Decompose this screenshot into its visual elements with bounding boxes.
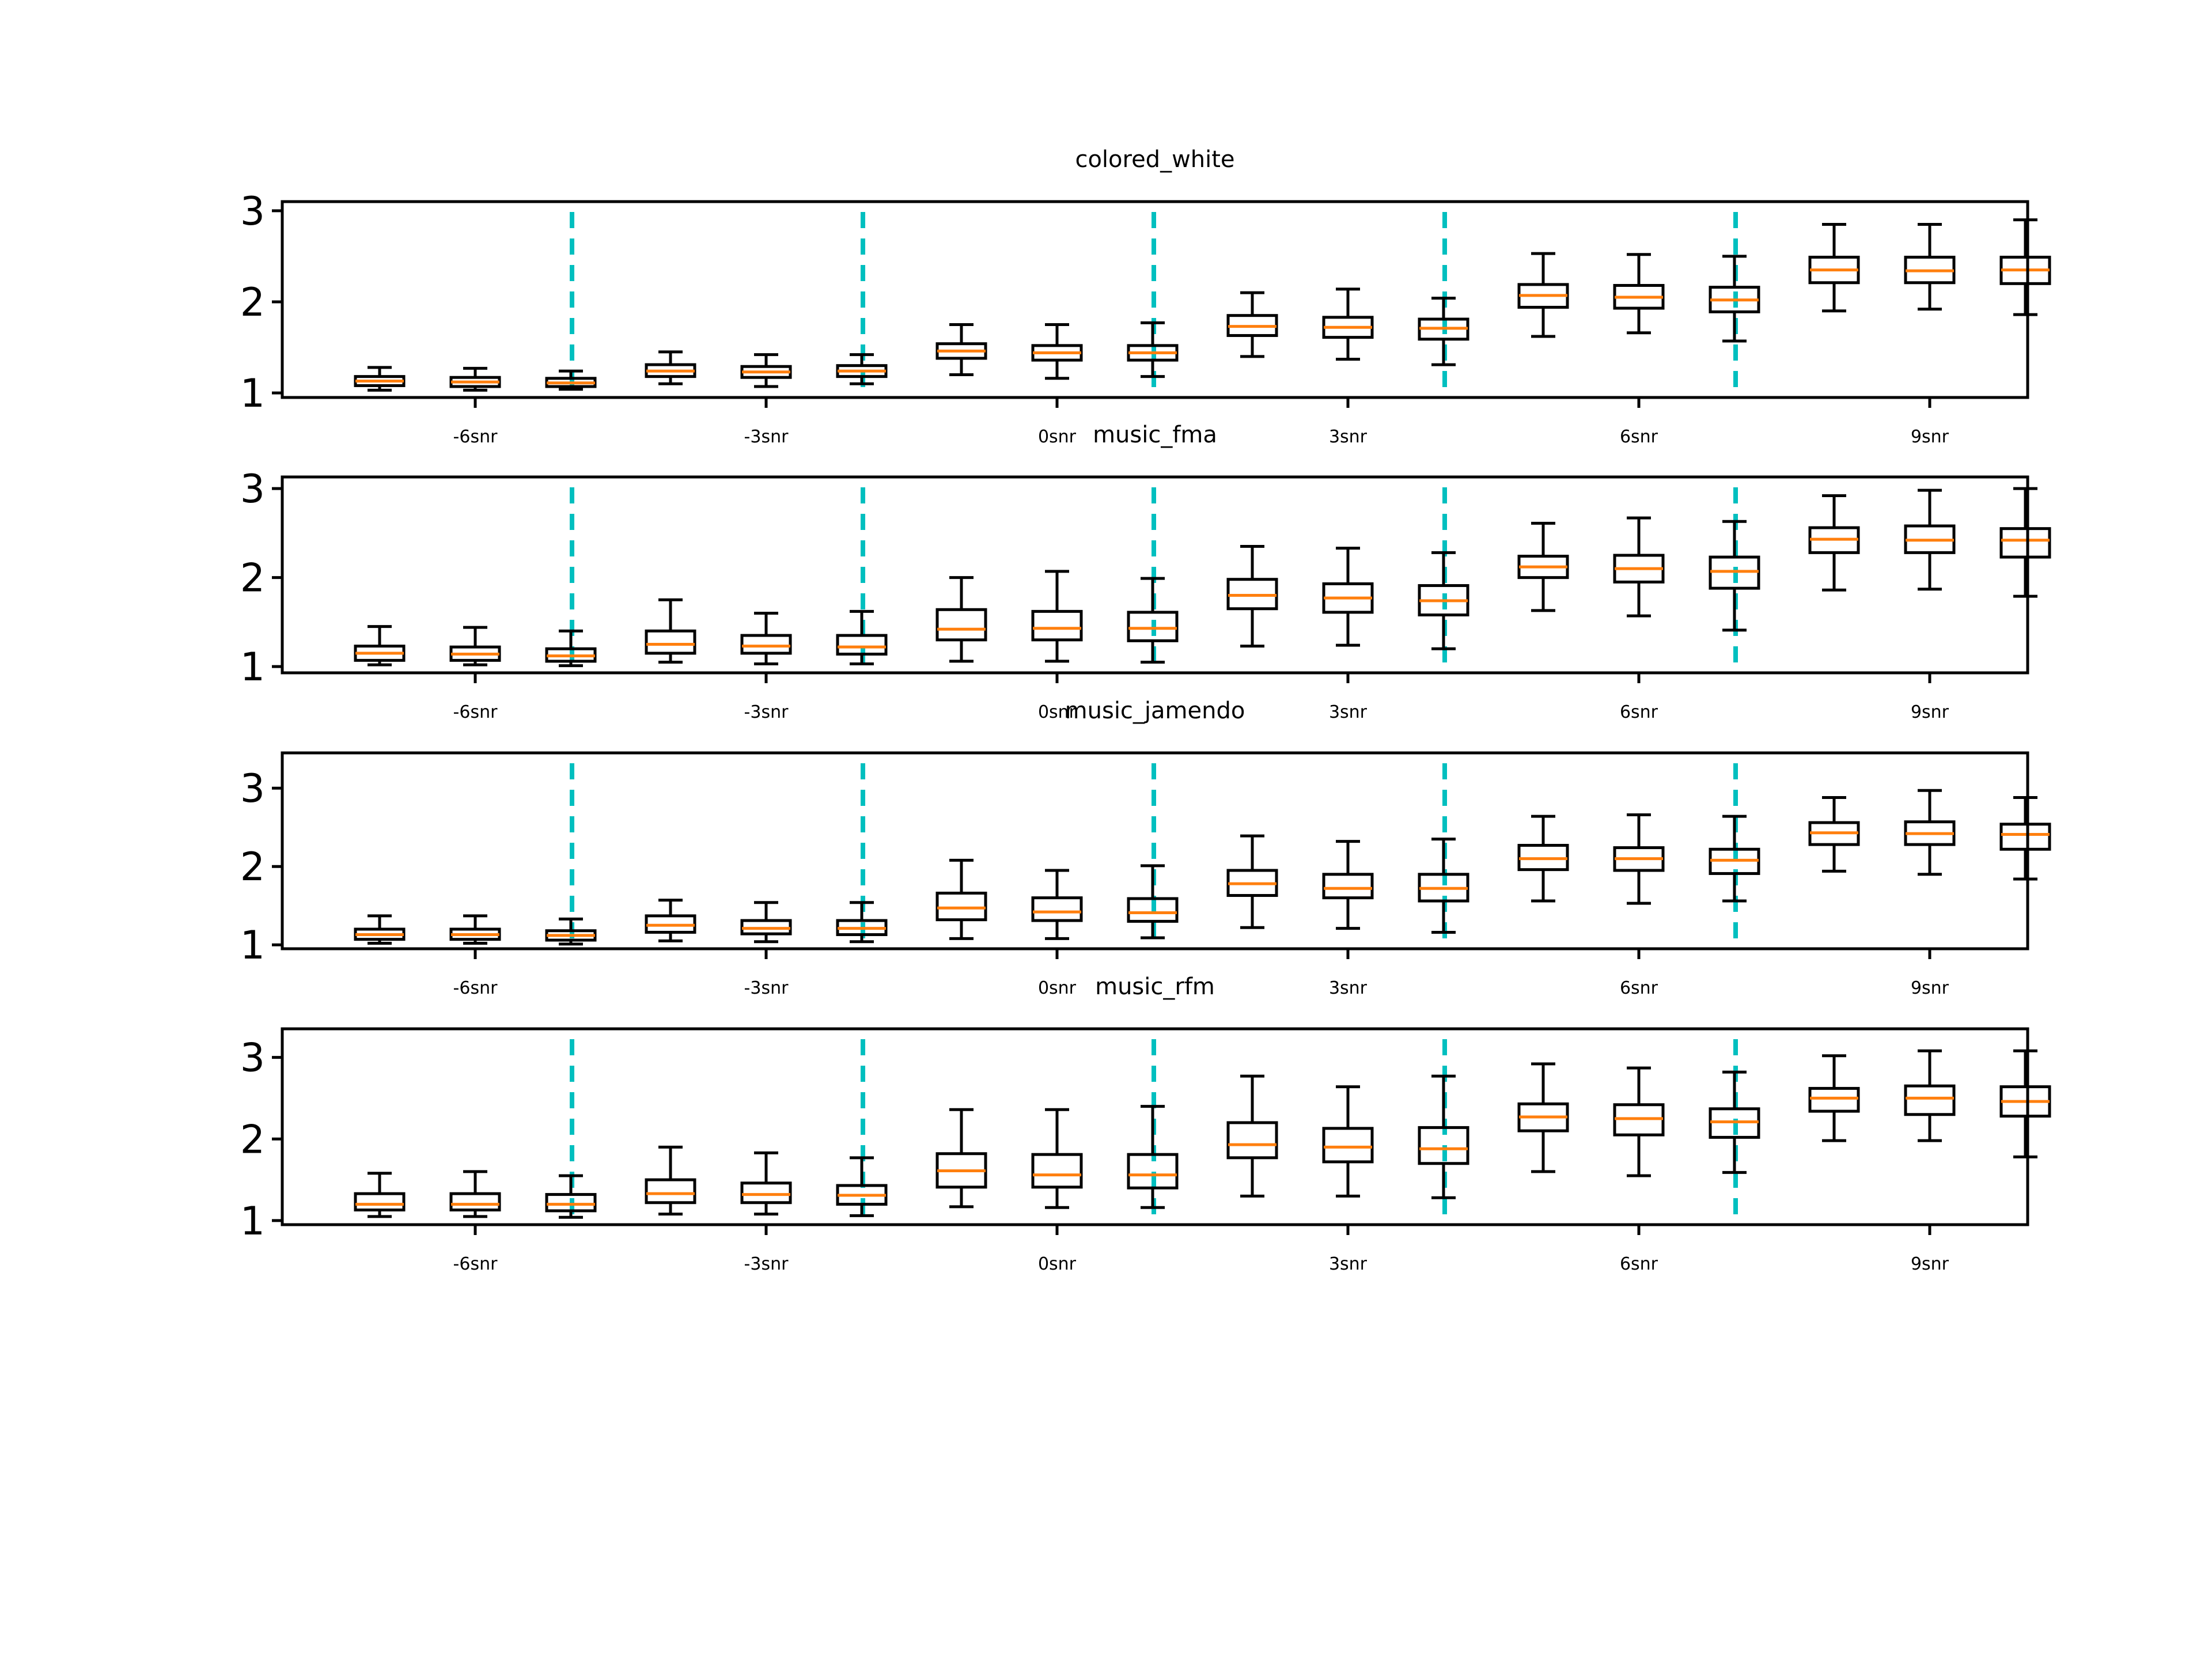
y-tick-label: 1 [240, 371, 265, 416]
box-body [1904, 1084, 1956, 1116]
y-tick-label: 3 [240, 467, 265, 512]
panel-title: music_jamendo [1065, 698, 1245, 724]
axes-frame [281, 200, 2029, 399]
box-body [1031, 1153, 1083, 1189]
x-tick-label: 9snr [1911, 427, 1949, 447]
x-tick-label: -6snr [453, 427, 498, 447]
x-tick-label: 3snr [1329, 1254, 1368, 1274]
box-body [645, 629, 696, 655]
box-body [1127, 897, 1179, 923]
x-tick-label: 0snr [1038, 1254, 1077, 1274]
box-body [740, 634, 792, 655]
x-tick-label: 6snr [1620, 702, 1658, 722]
y-tick-label: 1 [240, 923, 265, 968]
box-body [545, 1193, 597, 1213]
x-tick-label: 0snr [1038, 978, 1077, 998]
y-tick-label: 2 [240, 844, 265, 890]
x-tick-label: 0snr [1038, 702, 1077, 722]
y-tick-label: 2 [240, 1117, 265, 1162]
box-body [449, 1192, 501, 1212]
box-body [1031, 609, 1083, 642]
box-body [1322, 873, 1374, 900]
y-tick-label: 2 [240, 556, 265, 601]
x-tick-label: 6snr [1620, 427, 1658, 447]
y-tick-label: 3 [240, 1036, 265, 1081]
box-body [1999, 527, 2051, 559]
box-body [1031, 896, 1083, 922]
panel-title: colored_white [1075, 146, 1234, 173]
x-tick-label: 9snr [1911, 702, 1949, 722]
x-tick-label: -3snr [744, 702, 789, 722]
y-tick-label: 1 [240, 645, 265, 690]
axes-frame [281, 751, 2029, 950]
y-tick-label: 3 [240, 766, 265, 812]
x-tick-label: -6snr [453, 702, 498, 722]
y-tick-label: 1 [240, 1199, 265, 1244]
y-tick-label: 2 [240, 280, 265, 325]
x-tick-label: 9snr [1911, 978, 1949, 998]
box-body [1999, 823, 2051, 851]
x-tick-label: 3snr [1329, 702, 1368, 722]
x-tick-label: 6snr [1620, 978, 1658, 998]
box-body [935, 608, 987, 642]
y-tick-label: 3 [240, 189, 265, 234]
axes-frame [281, 475, 2029, 675]
x-tick-label: 3snr [1329, 978, 1368, 998]
box-body [740, 1181, 792, 1205]
x-tick-label: 3snr [1329, 427, 1368, 447]
box-body [935, 891, 987, 922]
x-tick-label: -3snr [744, 1254, 789, 1274]
box-body [1322, 1127, 1374, 1164]
box-body [1418, 1126, 1469, 1165]
box-body [1808, 1086, 1860, 1113]
box-body [1127, 1153, 1179, 1190]
x-tick-label: 0snr [1038, 427, 1077, 447]
x-tick-label: -6snr [453, 978, 498, 998]
x-tick-label: -6snr [453, 1254, 498, 1274]
panel-title: music_fma [1093, 422, 1217, 448]
box-body [836, 634, 888, 656]
x-tick-label: -3snr [744, 427, 789, 447]
axes-frame [281, 1027, 2029, 1226]
x-tick-label: 9snr [1911, 1254, 1949, 1274]
box-body [1226, 1121, 1278, 1160]
box-body [1127, 611, 1179, 642]
panel-title: music_rfm [1095, 974, 1215, 1000]
box-body [645, 1178, 696, 1205]
x-tick-label: -3snr [744, 978, 789, 998]
box-body [354, 1192, 406, 1212]
x-tick-label: 6snr [1620, 1254, 1658, 1274]
